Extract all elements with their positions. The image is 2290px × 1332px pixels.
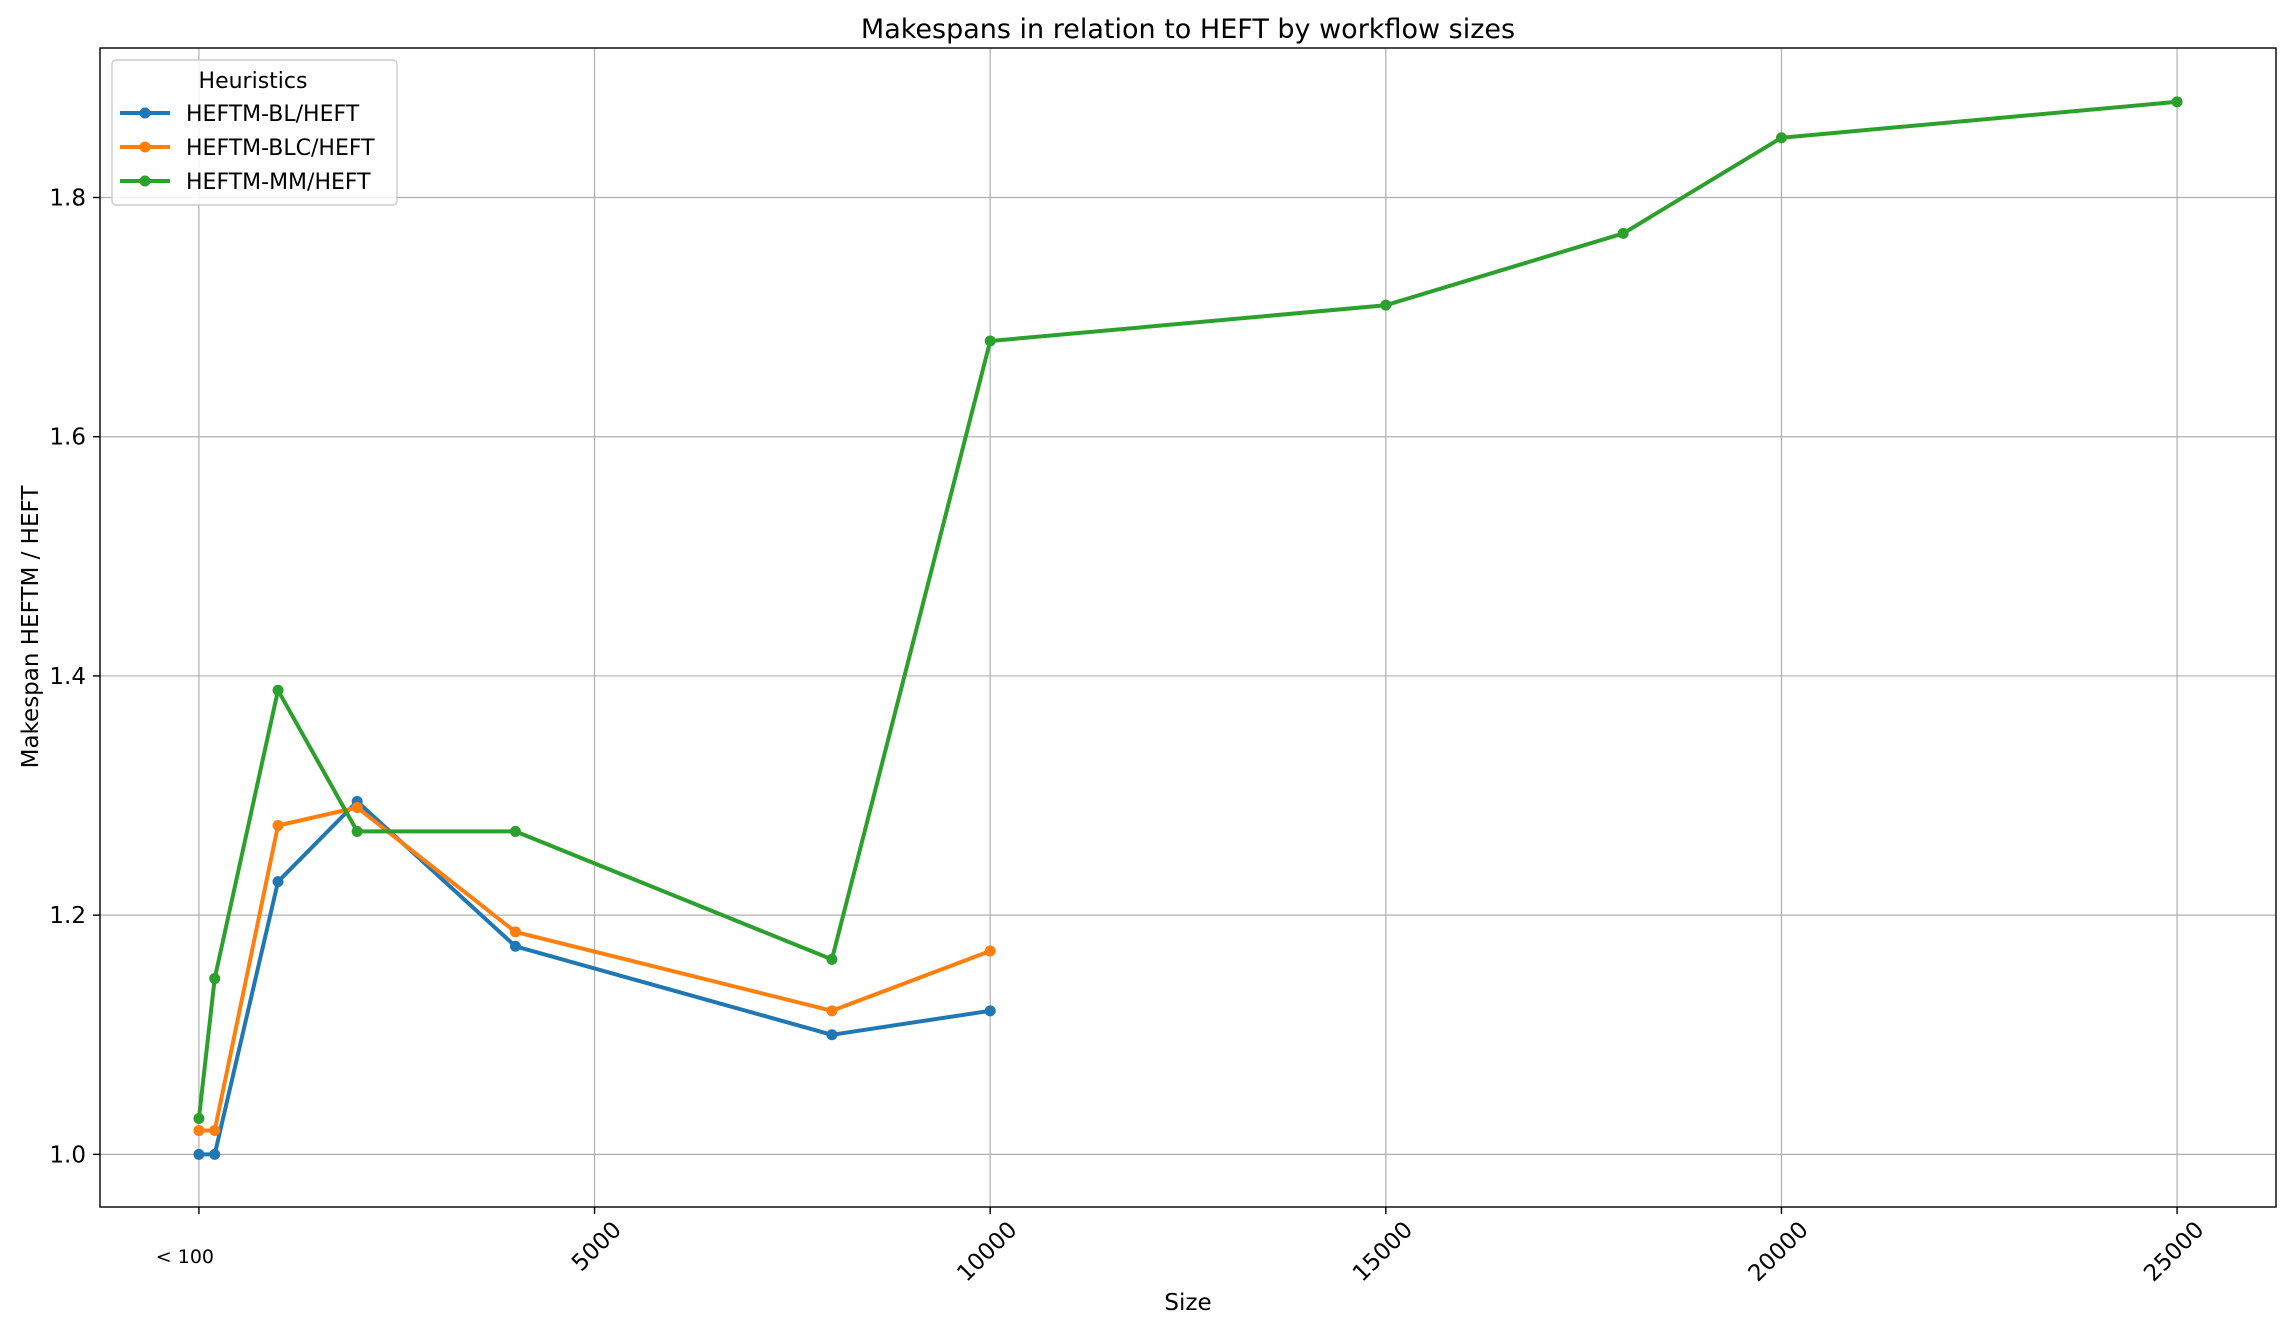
data-point: [1380, 299, 1392, 311]
data-point: [984, 945, 996, 957]
data-point: [509, 940, 521, 952]
data-series: [193, 96, 2183, 1160]
x-axis-label: Size: [1164, 1290, 1211, 1316]
data-point: [272, 819, 284, 831]
data-point: [509, 825, 521, 837]
chart-title: Makespans in relation to HEFT by workflo…: [861, 14, 1515, 45]
legend-marker: [139, 175, 151, 187]
legend-marker: [139, 107, 151, 119]
legend-label: HEFTM-BL/HEFT: [186, 102, 360, 127]
data-point: [193, 1124, 205, 1136]
y-tick-label: 1.6: [49, 425, 86, 451]
data-point: [209, 1148, 221, 1160]
data-point: [193, 1112, 205, 1124]
legend-box: [111, 59, 398, 206]
data-point: [826, 1029, 838, 1041]
data-point: [193, 1148, 205, 1160]
legend-entry: HEFTM-MM/HEFT: [120, 170, 371, 195]
data-point: [272, 876, 284, 888]
legend-label: HEFTM-BLC/HEFT: [186, 136, 375, 161]
y-tick-label: 1.0: [49, 1142, 86, 1168]
y-tick-label: 1.2: [49, 903, 86, 929]
data-point: [2171, 96, 2183, 108]
x-tick-label: < 100: [156, 1246, 214, 1268]
legend-entry: HEFTM-BL/HEFT: [120, 102, 360, 127]
legend-title: Heuristics: [199, 69, 308, 94]
series-3: [193, 96, 2183, 1124]
legend-label: HEFTM-MM/HEFT: [186, 170, 371, 195]
data-point: [826, 953, 838, 965]
data-point: [272, 684, 284, 696]
y-tick-label: 1.4: [49, 664, 86, 690]
data-point: [209, 1124, 221, 1136]
data-point: [351, 825, 363, 837]
plot-area-frame: [99, 47, 2277, 1208]
legend: Heuristics HEFTM-BL/HEFTHEFTM-BLC/HEFTHE…: [111, 59, 398, 206]
y-tick-label: 1.8: [49, 186, 86, 212]
data-point: [984, 335, 996, 347]
series-1: [193, 796, 996, 1160]
data-point: [509, 926, 521, 938]
data-point: [209, 973, 221, 985]
series-2: [193, 802, 996, 1136]
data-point: [826, 1005, 838, 1017]
y-axis-label: Makespan HEFTM / HEFT: [18, 485, 44, 769]
data-point: [351, 802, 363, 814]
legend-entries: HEFTM-BL/HEFT HEFTM-BLC/HEFT HEFTM-MM/HEFT: [120, 102, 375, 195]
grid-lines: [100, 48, 2276, 1207]
data-point: [1775, 132, 1787, 144]
data-point: [1617, 227, 1629, 239]
legend-marker: [139, 141, 151, 153]
data-point: [984, 1005, 996, 1017]
legend-entry: HEFTM-BLC/HEFT: [120, 136, 375, 161]
